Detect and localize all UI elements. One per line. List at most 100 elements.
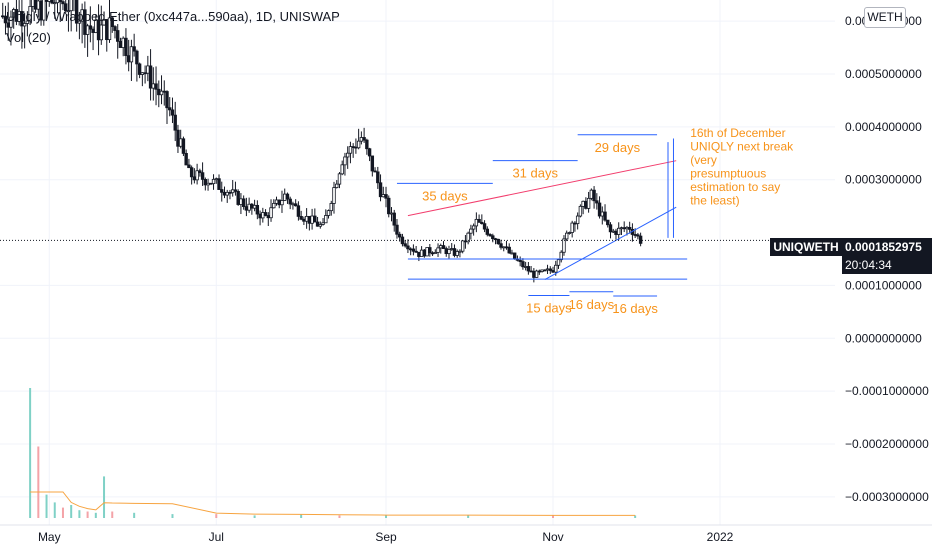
candle-body [154,83,158,90]
candle-body [460,240,465,252]
candle-body [408,248,413,251]
candle-body [107,17,112,41]
volume-bar [53,502,56,518]
candle-body [162,90,166,93]
candle-body [121,37,125,48]
candle-body [575,215,580,224]
candle-body [293,203,298,207]
candle-body [433,252,437,254]
candle-body [214,178,218,181]
candle-body [485,228,490,235]
candle-body [266,215,270,219]
candle-body [159,90,164,96]
candle-body [614,230,618,235]
time-tick-label: 2022 [707,530,734,544]
candle-body [439,245,443,249]
bar-countdown: 20:04:34 [845,258,892,272]
candle-body [244,206,249,211]
candle-body [455,251,459,256]
candle-body [625,226,629,230]
candle-body [450,248,454,250]
candle-body [217,178,221,190]
candle-body [480,221,484,225]
price-tick-label: 0.0001000000 [845,278,922,292]
volume-bar [45,494,48,518]
price-tick-label: 0.0003000000 [845,173,922,187]
volume-bar [300,514,303,518]
candle-body [589,189,594,199]
candle-body [370,155,375,172]
candle-body [291,203,295,206]
date-range-label: 16 days [569,297,615,312]
candle-body [283,193,287,201]
volume-bar [215,514,218,518]
candle-body [116,30,120,42]
candle-body [627,226,632,230]
candle-body [523,266,528,268]
date-range-label: 31 days [512,166,558,181]
volume-legend[interactable]: Vol (20) [6,30,51,45]
candle-body [168,107,172,111]
candle-body [414,250,418,253]
price-tick-label: −0.0002000000 [845,437,929,451]
candle-body [33,0,38,10]
date-range-label: 35 days [422,188,468,203]
trend-line [544,206,677,281]
candle-body [200,172,205,180]
candle-body [422,249,427,257]
candle-body [173,114,177,131]
volume-bar [634,515,637,518]
candle-body [88,25,93,30]
candle-body [74,0,79,24]
candle-body [597,202,602,217]
candle-body [595,200,599,204]
candle-body [189,167,194,178]
candle-body [463,240,468,243]
axes: 0.00060000000.00050000000.00040000000.00… [0,14,932,544]
candle-body [231,189,235,194]
candle-body [258,213,262,219]
candle-body [622,227,626,230]
candle-body [192,176,197,181]
candles [1,0,643,283]
candle-body [326,210,331,216]
candle-body [250,203,254,209]
candle-body [274,199,279,204]
candle-body [398,233,402,238]
candle-body [444,248,448,255]
candle-body [512,252,517,260]
candle-body [318,224,323,227]
candle-body [135,50,139,65]
candle-body [395,224,399,235]
candle-body [252,204,257,209]
currency-scale-button[interactable]: WETH [864,7,906,28]
candle-body [299,216,303,220]
price-tick-label: 0.0004000000 [845,120,922,134]
candle-body [335,183,339,188]
candle-body [540,269,544,272]
symbol-title[interactable]: Uniqly / Wrapped Ether (0xc447a...590aa)… [6,9,340,24]
candle-body [310,215,314,224]
candle-body [559,251,563,261]
candle-body [554,264,558,273]
candle-body [488,234,492,237]
price-tick-label: −0.0003000000 [845,490,929,504]
candle-body [165,91,169,109]
volume-bar [171,514,174,518]
candle-body [307,215,312,224]
candle-body [225,191,229,196]
candle-body [493,238,498,241]
candle-body [573,222,577,225]
candle-body [378,182,383,198]
volume-bar [552,515,555,518]
candle-body [556,259,561,266]
candle-body [118,40,123,48]
symbol-price-tag: UNIQWETH [770,238,842,256]
volume-bar [61,507,64,518]
candle-body [69,0,73,12]
candle-body [99,24,103,41]
volume-bar [103,476,106,518]
candle-body [384,194,388,199]
